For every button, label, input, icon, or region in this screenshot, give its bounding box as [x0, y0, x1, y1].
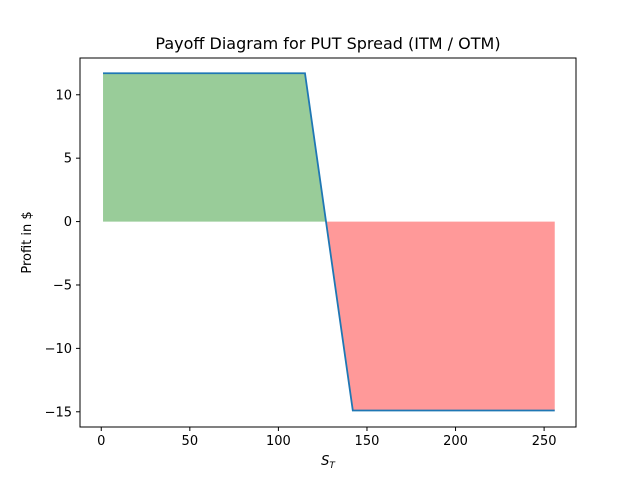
x-tick-label: 0 — [97, 434, 105, 449]
y-tick-label: 10 — [55, 88, 72, 103]
x-tick-label: 200 — [443, 434, 468, 449]
loss-fill-area — [326, 221, 555, 411]
x-tick-label: 100 — [266, 434, 291, 449]
payoff-line — [103, 72, 555, 412]
x-axis-label-subscript: T — [329, 461, 336, 471]
y-tick-label: 5 — [64, 152, 72, 167]
x-tick-label: 250 — [532, 434, 557, 449]
chart-title: Payoff Diagram for PUT Spread (ITM / OTM… — [155, 34, 500, 53]
y-tick-label: −5 — [53, 278, 72, 293]
x-axis-label-main: S — [321, 454, 329, 469]
x-tick-label: 50 — [182, 434, 199, 449]
y-tick-label: −15 — [45, 405, 72, 420]
profit-fill-area — [103, 73, 327, 224]
y-tick-label: −10 — [45, 342, 72, 357]
plot-frame — [79, 57, 577, 428]
x-tick-label: 150 — [355, 434, 380, 449]
x-axis-label: ST — [321, 454, 336, 471]
y-axis-label: Profit in $ — [20, 211, 35, 273]
y-tick-label: 0 — [64, 215, 72, 230]
